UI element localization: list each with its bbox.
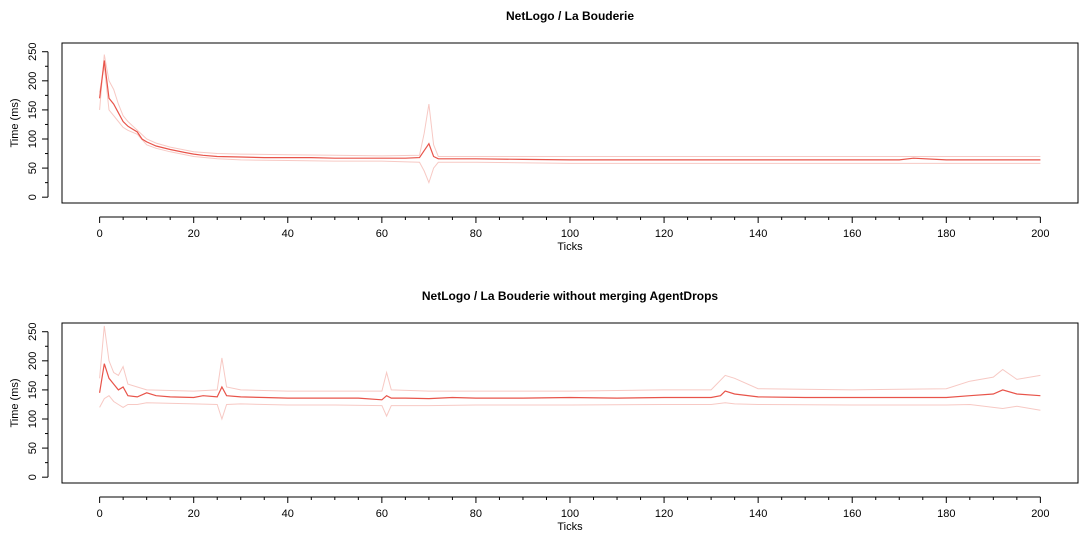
x-tick-label: 120 xyxy=(655,228,673,240)
chart-panel-2: NetLogo / La Bouderie without merging Ag… xyxy=(9,289,1079,533)
x-tick-label: 100 xyxy=(561,228,579,240)
plot-frame xyxy=(61,322,1079,484)
x-tick-label: 120 xyxy=(655,508,673,520)
y-tick-label: 150 xyxy=(27,101,39,119)
x-tick-label: 100 xyxy=(561,508,579,520)
x-axis-label: Ticks xyxy=(557,241,583,253)
y-axis-label: Time (ms) xyxy=(9,98,21,147)
x-tick-label: 160 xyxy=(843,508,861,520)
x-tick-label: 200 xyxy=(1031,228,1049,240)
x-tick-label: 80 xyxy=(470,228,482,240)
x-tick-label: 40 xyxy=(282,508,294,520)
x-tick-label: 0 xyxy=(97,228,103,240)
y-tick-label: 50 xyxy=(27,162,39,174)
chart-title: NetLogo / La Bouderie xyxy=(506,9,634,23)
y-tick-label: 200 xyxy=(27,352,39,370)
x-tick-label: 140 xyxy=(749,508,767,520)
y-tick-label: 250 xyxy=(27,43,39,61)
y-tick-label: 50 xyxy=(27,442,39,454)
y-tick-label: 150 xyxy=(27,381,39,399)
y-tick-label: 0 xyxy=(27,194,39,200)
plot-frame xyxy=(61,42,1079,204)
mean-line xyxy=(99,363,1041,401)
y-tick-label: 100 xyxy=(27,410,39,428)
chart-panel-1: NetLogo / La Bouderie 0 20 40 60 80 100 120 140 1… xyxy=(9,9,1079,253)
x-tick-label: 60 xyxy=(376,508,388,520)
y-tick-label: 200 xyxy=(27,72,39,90)
band-line-1 xyxy=(99,54,1041,157)
band-line-1 xyxy=(99,325,1041,392)
x-tick-label: 40 xyxy=(282,228,294,240)
x-tick-label: 180 xyxy=(937,508,955,520)
band-line-2 xyxy=(99,395,1041,421)
band-line-2 xyxy=(99,66,1041,185)
x-tick-label: 140 xyxy=(749,228,767,240)
x-tick-label: 180 xyxy=(937,228,955,240)
y-axis-label: Time (ms) xyxy=(9,378,21,427)
chart-title: NetLogo / La Bouderie without merging Ag… xyxy=(422,289,719,303)
x-tick-label: 60 xyxy=(376,228,388,240)
x-tick-label: 20 xyxy=(188,228,200,240)
y-tick-label: 0 xyxy=(27,474,39,480)
y-tick-label: 250 xyxy=(27,323,39,341)
x-axis-label: Ticks xyxy=(557,521,583,533)
mean-line xyxy=(99,60,1041,161)
x-tick-label: 20 xyxy=(188,508,200,520)
y-tick-label: 100 xyxy=(27,130,39,148)
x-tick-label: 200 xyxy=(1031,508,1049,520)
x-tick-label: 0 xyxy=(97,508,103,520)
x-tick-label: 160 xyxy=(843,228,861,240)
x-tick-label: 80 xyxy=(470,508,482,520)
